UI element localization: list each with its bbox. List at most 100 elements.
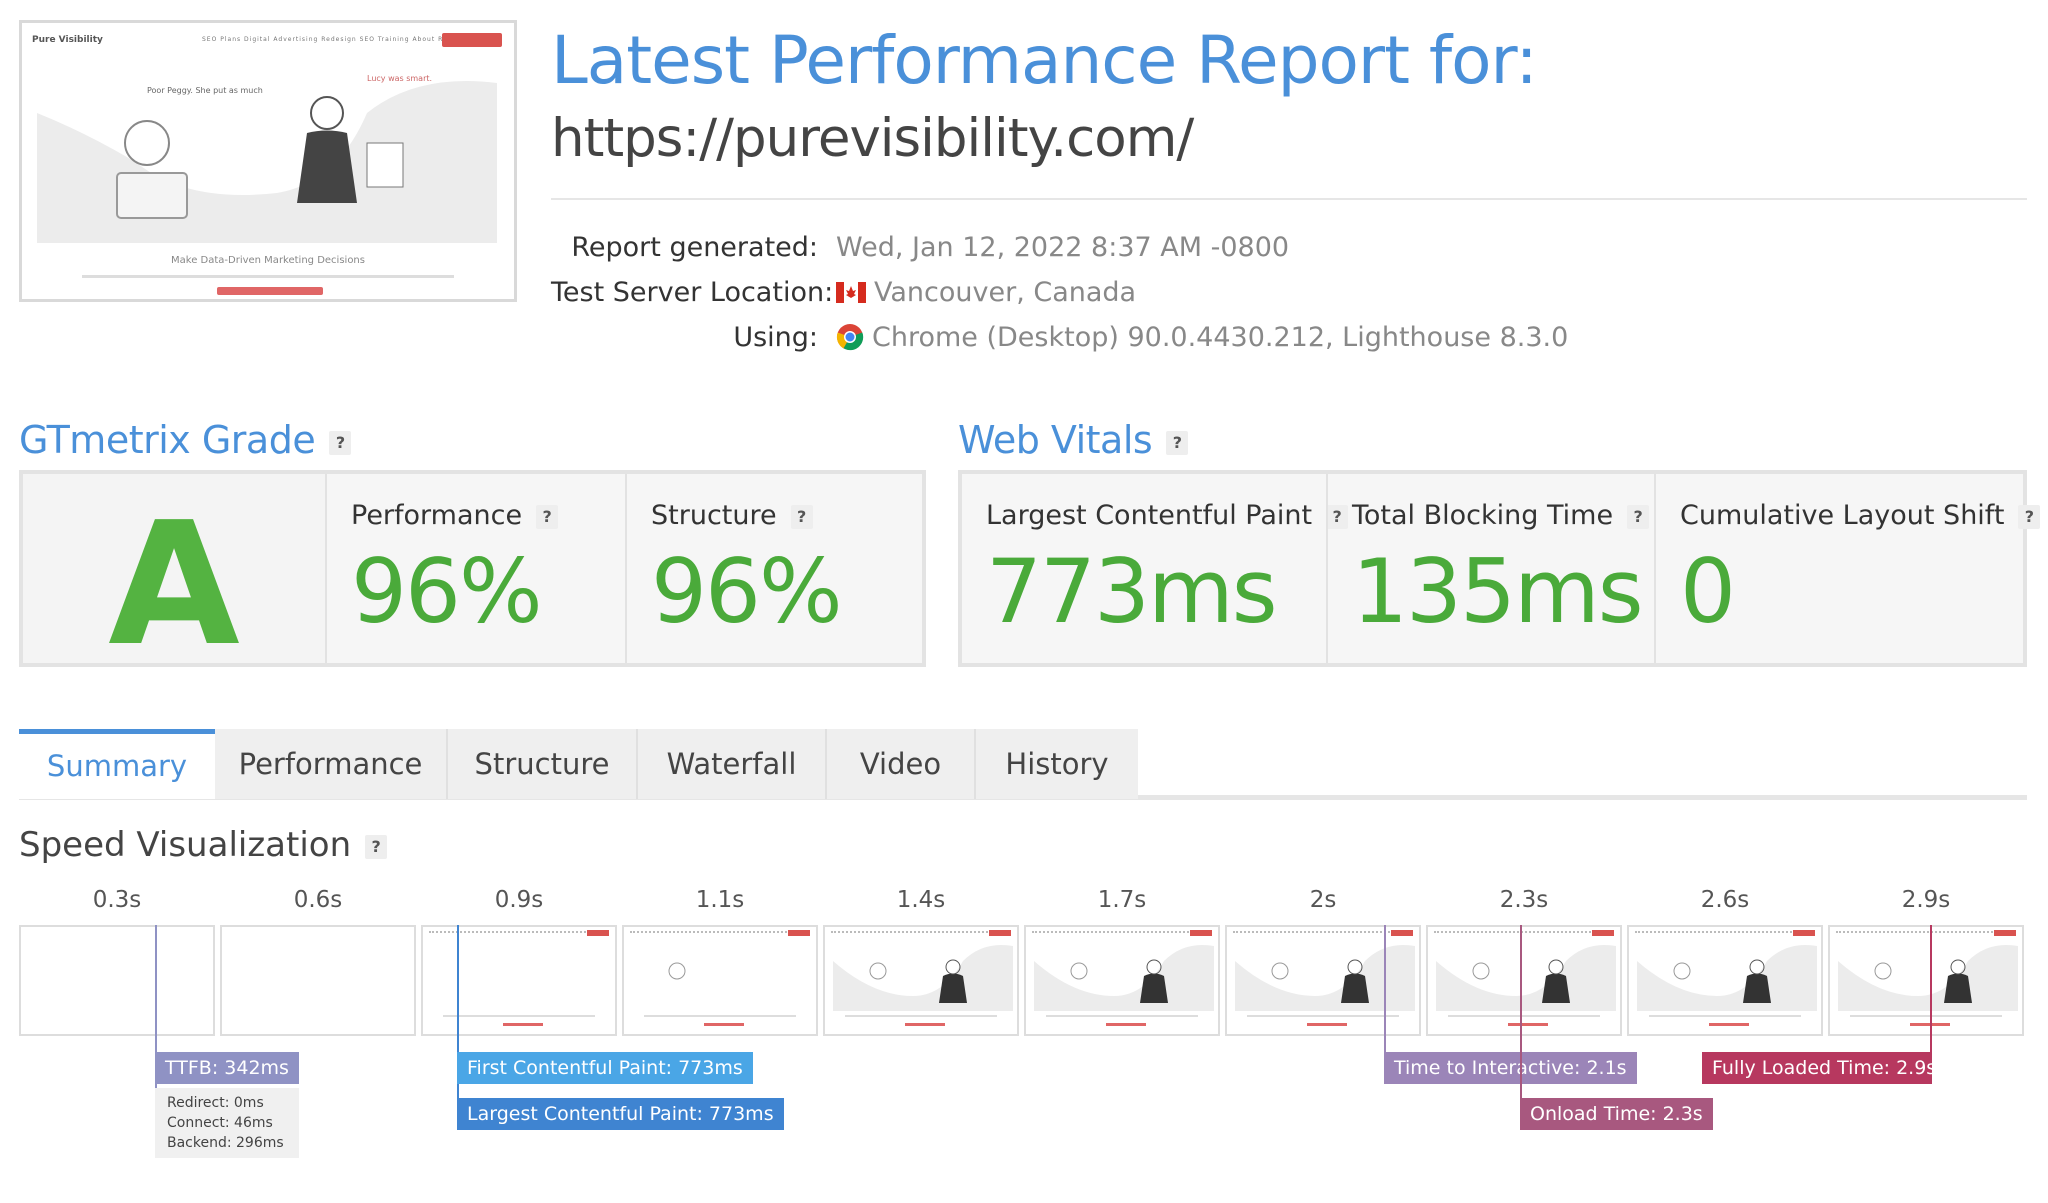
structure-value: 96% (651, 540, 843, 643)
help-icon[interactable]: ? (536, 504, 559, 529)
timeline-tick: 2.3s (1499, 887, 1549, 913)
thumbnail-nav: Pure Visibility SEO Plans Digital Advert… (32, 33, 504, 53)
thumbnail-nav-links: SEO Plans Digital Advertising Redesign S… (202, 36, 478, 43)
timeline-tick: 0.9s (494, 887, 544, 913)
ttfb-breakdown: Redirect: 0ms Connect: 46ms Backend: 296… (155, 1088, 299, 1158)
canada-flag-icon (836, 282, 866, 303)
tbt-label: Total Blocking Time? (1352, 500, 1650, 531)
timeline-tick: 0.6s (293, 887, 343, 913)
filmstrip-frame[interactable] (220, 925, 416, 1036)
meta-using: Using: Chrome (Desktop) 90.0.4430.212, L… (551, 322, 2031, 358)
speed-visualization-title: Speed Visualization? (19, 825, 388, 865)
lcp-label: Largest Contentful Paint? (986, 500, 1349, 531)
thumbnail-illustration: Poor Peggy. She put as much Lucy was sma… (37, 74, 497, 243)
filmstrip-frame[interactable] (1627, 925, 1823, 1036)
page-screenshot-thumbnail[interactable]: Pure Visibility SEO Plans Digital Advert… (19, 20, 517, 302)
grade-letter-cell: A (23, 474, 325, 684)
tti-marker: Time to Interactive: 2.1s (1384, 1052, 1637, 1084)
performance-label: Performance? (351, 500, 559, 531)
ttfb-redirect: Redirect: 0ms (167, 1095, 264, 1111)
report-url: https://purevisibility.com/ (551, 108, 1194, 169)
tbt-cell: Total Blocking Time? 135ms (1326, 474, 1654, 663)
cls-label: Cumulative Layout Shift? (1680, 500, 2041, 531)
chrome-icon (836, 324, 864, 351)
grade-section-title: GTmetrix Grade? (19, 418, 352, 462)
timeline-tick: 1.7s (1097, 887, 1147, 913)
filmstrip-frame[interactable] (1225, 925, 1421, 1036)
filmstrip-frame[interactable] (19, 925, 215, 1036)
performance-cell: Performance? 96% (325, 474, 625, 663)
timeline-tick: 1.1s (695, 887, 745, 913)
help-icon[interactable]: ? (365, 834, 388, 859)
ttfb-line (155, 925, 157, 1088)
meta-value-wrap: Chrome (Desktop) 90.0.4430.212, Lighthou… (836, 322, 1568, 353)
timeline-tick: 2s (1309, 887, 1337, 913)
svg-text:Poor Peggy. She put as much: Poor Peggy. She put as much (147, 86, 263, 95)
tab-structure[interactable]: Structure (446, 729, 636, 799)
filmstrip-frame[interactable] (421, 925, 617, 1036)
help-icon[interactable]: ? (1326, 504, 1349, 529)
fcp-marker: First Contentful Paint: 773ms (457, 1052, 753, 1084)
structure-label: Structure? (651, 500, 813, 531)
meta-label: Using: (733, 322, 818, 353)
timeline-tick: 2.6s (1700, 887, 1750, 913)
meta-label: Report generated: (571, 232, 818, 263)
onload-marker: Onload Time: 2.3s (1520, 1098, 1713, 1130)
tab-summary[interactable]: Summary (19, 729, 215, 799)
grade-title-text: GTmetrix Grade (19, 418, 316, 462)
meta-value-wrap: Vancouver, Canada (836, 277, 1136, 308)
svg-text:Lucy was smart.: Lucy was smart. (367, 74, 432, 83)
lcp-value: 773ms (986, 540, 1278, 643)
grade-panel: A Performance? 96% Structure? 96% (19, 470, 926, 684)
thumbnail-cta (442, 33, 502, 47)
cls-cell: Cumulative Layout Shift? 0 (1654, 474, 2041, 663)
thumbnail-caption: Make Data-Driven Marketing Decisions (171, 255, 365, 266)
fully-loaded-line (1930, 925, 1932, 1068)
help-icon[interactable]: ? (329, 430, 352, 455)
vitals-section-title: Web Vitals? (958, 418, 1189, 462)
lcp-marker: Largest Contentful Paint: 773ms (457, 1098, 784, 1130)
location-text: Vancouver, Canada (874, 277, 1137, 308)
report-title: Latest Performance Report for: (551, 22, 1538, 99)
cls-value: 0 (1680, 540, 1736, 643)
filmstrip-frame[interactable] (1828, 925, 2024, 1036)
thumbnail-button (217, 287, 323, 295)
filmstrip-frame[interactable] (1426, 925, 1622, 1036)
help-icon[interactable]: ? (790, 504, 813, 529)
tab-video[interactable]: Video (825, 729, 974, 799)
timeline-tick: 0.3s (92, 887, 142, 913)
thumbnail-logo: Pure Visibility (32, 35, 103, 45)
help-icon[interactable]: ? (1166, 430, 1189, 455)
tab-history[interactable]: History (974, 729, 1138, 799)
performance-value: 96% (351, 540, 543, 643)
thumbnail-subtext (82, 275, 454, 278)
structure-cell: Structure? 96% (625, 474, 922, 663)
tbt-value: 135ms (1352, 540, 1644, 643)
ttfb-backend: Backend: 296ms (167, 1135, 284, 1151)
filmstrip-frame[interactable] (823, 925, 1019, 1036)
vitals-title-text: Web Vitals (958, 418, 1153, 462)
onload-line (1520, 925, 1522, 1115)
lcp-cell: Largest Contentful Paint? 773ms (962, 474, 1349, 663)
meta-value: Wed, Jan 12, 2022 8:37 AM -0800 (836, 232, 1290, 263)
meta-label: Test Server Location: (551, 277, 834, 308)
filmstrip-frame[interactable] (1024, 925, 1220, 1036)
timeline-tick: 1.4s (896, 887, 946, 913)
tab-waterfall[interactable]: Waterfall (636, 729, 825, 799)
speed-title-text: Speed Visualization (19, 825, 352, 865)
fully-loaded-marker: Fully Loaded Time: 2.9s (1702, 1052, 1936, 1084)
tab-performance[interactable]: Performance (215, 729, 446, 799)
help-icon[interactable]: ? (2018, 504, 2041, 529)
help-icon[interactable]: ? (1627, 504, 1650, 529)
ttfb-connect: Connect: 46ms (167, 1115, 273, 1131)
fcp-line (457, 925, 459, 1105)
using-text: Chrome (Desktop) 90.0.4430.212, Lighthou… (872, 322, 1569, 353)
filmstrip-frame[interactable] (622, 925, 818, 1036)
timeline-tick: 2.9s (1901, 887, 1951, 913)
meta-report-generated: Report generated: Wed, Jan 12, 2022 8:37… (551, 232, 2031, 268)
tti-line (1384, 925, 1386, 1068)
meta-location: Test Server Location: Vancouver, Canada (551, 277, 2031, 313)
vitals-panel: Largest Contentful Paint? 773ms Total Bl… (958, 470, 2041, 667)
grade-letter: A (108, 486, 240, 684)
header-divider (551, 198, 2027, 200)
